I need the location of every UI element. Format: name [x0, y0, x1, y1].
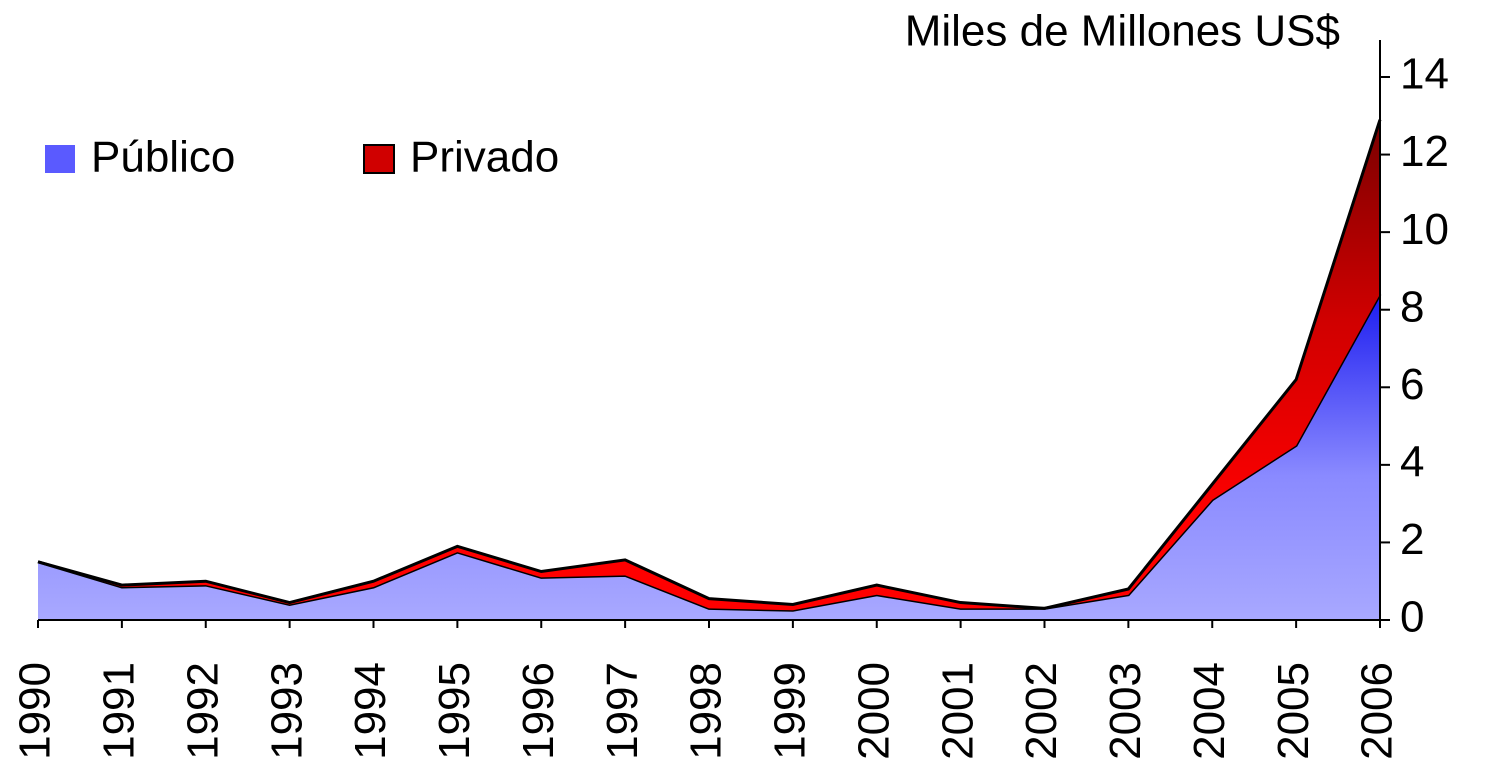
x-tick-label: 2003 [1101, 662, 1150, 760]
y-tick-label: 6 [1400, 360, 1424, 409]
y-tick-label: 10 [1400, 205, 1449, 254]
x-tick-label: 1990 [11, 662, 60, 760]
legend-swatch [45, 145, 75, 173]
x-tick-label: 1992 [178, 662, 227, 760]
x-tick-label: 1991 [95, 662, 144, 760]
y-tick-label: 12 [1400, 127, 1449, 176]
y-tick-label: 2 [1400, 515, 1424, 564]
area-edge [37, 119, 1382, 610]
legend-label: Público [91, 133, 235, 182]
x-tick-label: 1996 [514, 662, 563, 760]
y-tick-label: 8 [1400, 282, 1424, 331]
x-tick-label: 2005 [1269, 662, 1318, 760]
legend-swatch [363, 144, 395, 174]
legend-label: Privado [410, 133, 559, 182]
x-tick-label: 2001 [933, 662, 982, 760]
x-tick-label: 1998 [682, 662, 731, 760]
y-tick-label: 4 [1400, 437, 1424, 486]
x-tick-label: 1993 [262, 662, 311, 760]
chart-title: Miles de Millones US$ [905, 7, 1340, 56]
area [38, 119, 1380, 611]
y-tick-label: 0 [1400, 593, 1424, 642]
x-tick-label: 1995 [430, 662, 479, 760]
x-tick-label: 2004 [1185, 662, 1234, 760]
x-tick-label: 1994 [346, 662, 395, 760]
x-tick-label: 2006 [1353, 662, 1402, 760]
area [38, 294, 1380, 620]
x-tick-label: 2000 [849, 662, 898, 760]
y-tick-label: 14 [1400, 50, 1449, 99]
x-tick-label: 1999 [766, 662, 815, 760]
x-tick-label: 2002 [1017, 662, 1066, 760]
x-tick-label: 1997 [598, 662, 647, 760]
